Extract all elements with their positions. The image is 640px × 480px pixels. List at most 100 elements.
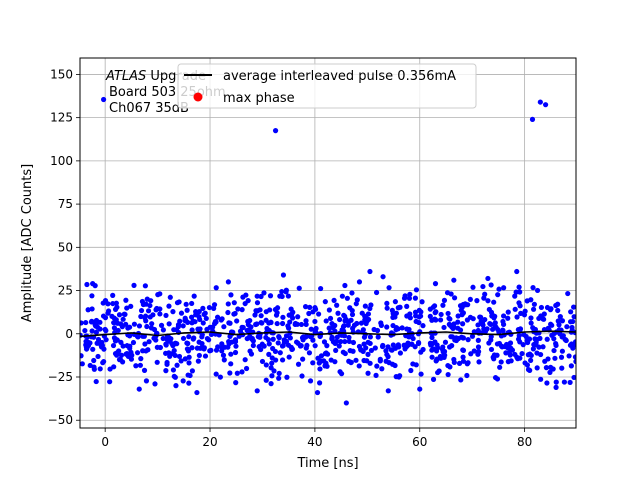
data-point [90,346,96,352]
data-point [283,338,290,345]
data-point [298,321,305,328]
data-point [174,362,180,368]
data-point [447,322,453,328]
data-point [375,334,381,340]
data-point [279,343,286,349]
data-point [225,279,231,285]
data-point [120,316,126,322]
data-point [99,342,105,349]
data-point [564,324,570,330]
data-point [163,312,169,319]
data-point [460,354,466,360]
data-point [189,327,195,333]
plot-frame [79,57,577,429]
data-point [445,362,451,369]
data-point [253,308,259,314]
data-point [532,336,538,342]
data-point [367,360,373,366]
data-point [235,306,241,312]
data-point [146,339,152,345]
data-point [373,372,379,378]
data-point [144,296,150,302]
data-point [138,307,145,314]
data-point [306,310,312,317]
data-point [515,327,522,333]
data-point [263,317,269,323]
data-point [551,347,557,354]
data-point [144,323,150,330]
data-point [534,287,541,294]
outlier-point [542,102,549,108]
data-point [428,342,434,348]
data-point [505,315,511,321]
data-point [491,299,497,305]
data-point [543,365,550,371]
data-point [276,375,282,381]
data-point [307,304,313,310]
data-point [217,374,223,380]
y-axis-label: Amplitude [ADC Counts] [20,164,35,322]
data-point [427,306,433,312]
data-point [470,316,476,322]
data-point [406,334,412,340]
data-point [343,400,349,406]
data-point [530,285,536,291]
data-point [186,360,192,366]
data-point [552,355,558,361]
data-point [103,337,109,343]
data-point [195,358,201,364]
data-point [391,311,397,317]
data-point [492,374,499,381]
data-point [335,310,341,316]
data-point [485,298,491,304]
data-point [136,323,143,329]
data-point [541,311,547,317]
data-point [349,290,355,296]
data-point [107,379,113,385]
x-tick-label: 60 [412,435,427,449]
data-point [321,339,328,345]
data-point [541,316,547,322]
data-point [100,360,106,366]
data-point [358,320,365,326]
data-point [171,373,177,379]
data-point [427,313,433,319]
data-point [133,363,139,369]
data-point [429,317,435,323]
data-point [559,348,566,354]
data-point [125,325,131,331]
data-point [137,362,143,368]
data-point [348,317,354,323]
data-point [131,321,138,327]
data-point [517,303,523,309]
data-point [203,315,209,322]
data-point [129,352,135,358]
data-point [167,294,173,300]
data-point [92,283,98,289]
data-point [234,318,240,324]
data-point [188,314,195,320]
y-tick-label: 25 [58,284,73,298]
data-point [279,320,286,327]
data-point [356,279,363,285]
data-point [206,304,213,311]
data-point [410,361,416,367]
data-point [555,318,561,324]
data-point [149,321,155,327]
data-point [208,347,214,353]
data-point [202,353,209,359]
data-point [322,363,328,369]
data-point [143,318,149,324]
data-point [437,317,444,323]
data-point [157,311,163,317]
data-point [550,366,556,372]
data-point [507,352,513,358]
data-point [495,292,501,298]
data-point [184,346,191,352]
data-point [385,354,391,360]
data-point [163,350,169,356]
data-point [384,300,390,306]
data-point [467,296,473,303]
data-point [568,309,574,315]
data-point [183,301,189,307]
